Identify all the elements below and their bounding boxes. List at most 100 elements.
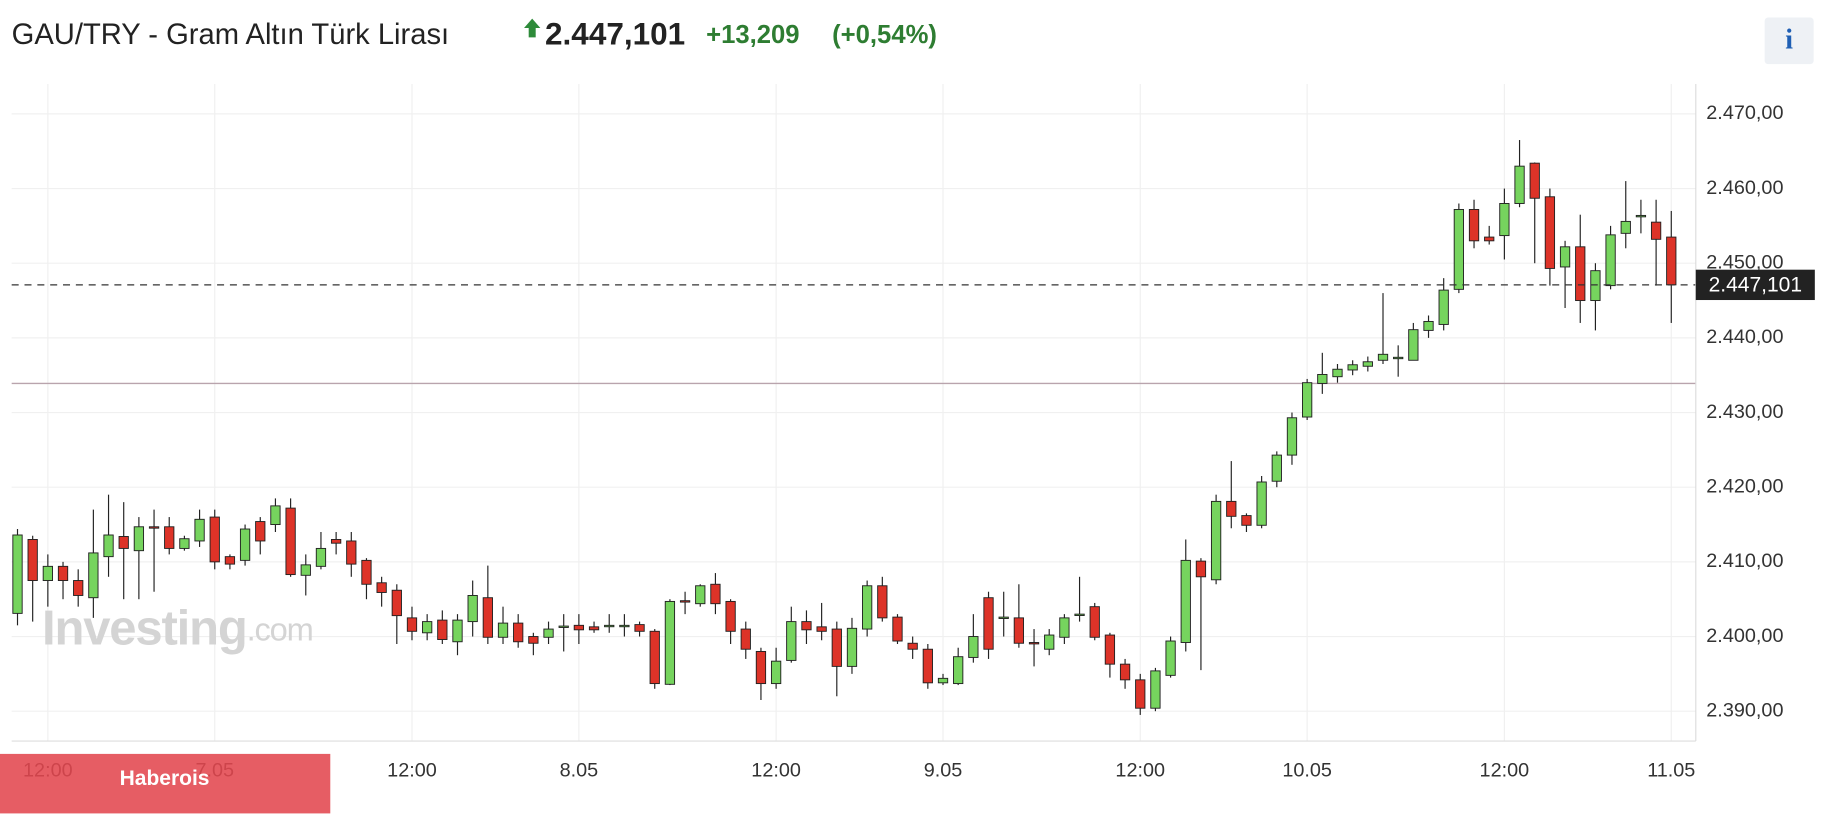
x-tick-label: 10.05	[1282, 760, 1332, 782]
y-tick-label: 2.460,00	[1706, 177, 1783, 199]
candle-body	[103, 534, 114, 558]
y-tick-label: 2.400,00	[1706, 625, 1783, 647]
candle-body	[1453, 208, 1464, 290]
candle-body	[588, 626, 600, 631]
candle-body	[1286, 417, 1298, 456]
y-tick-label: 2.420,00	[1706, 475, 1783, 497]
candle-body	[255, 521, 266, 542]
x-tick-label: 12:00	[1115, 760, 1165, 782]
candle-body	[1423, 320, 1434, 331]
candle-body	[133, 526, 145, 552]
banner: Haberois	[0, 753, 331, 814]
candle-body	[1059, 617, 1070, 638]
candle-body	[998, 616, 1009, 619]
candle-body	[755, 650, 767, 685]
candle-body	[164, 526, 175, 549]
candle-body	[664, 600, 676, 685]
y-tick-label: 2.450,00	[1706, 251, 1783, 273]
candle-body	[346, 540, 357, 565]
candle-body	[937, 677, 949, 684]
candle-body	[1317, 373, 1328, 384]
y-tick-label: 2.440,00	[1706, 326, 1783, 348]
candle-body	[1074, 613, 1085, 617]
banner-background	[0, 753, 331, 814]
candle-body	[877, 585, 888, 619]
candle-body	[786, 621, 797, 661]
candle-body	[846, 627, 858, 667]
candle-body	[376, 582, 387, 593]
candle-body	[1195, 560, 1207, 578]
candle-body	[740, 628, 751, 650]
candle-body	[953, 656, 964, 685]
candle-body	[361, 559, 372, 585]
chart-title: GAU/TRY - Gram Altın Türk Lirası	[12, 19, 449, 51]
candle-body	[725, 600, 736, 632]
candle-body	[1575, 246, 1586, 302]
x-tick-label: 8.05	[560, 760, 599, 782]
candle-body	[1408, 329, 1419, 361]
candle-body	[1347, 364, 1358, 371]
candle-body	[1468, 208, 1480, 242]
candle-body	[528, 636, 539, 644]
candle-body	[619, 624, 630, 628]
candle-body	[892, 616, 903, 642]
y-tick-label: 2.470,00	[1706, 102, 1783, 124]
candle-body	[1377, 353, 1389, 361]
info-button[interactable]	[1764, 17, 1814, 65]
candle-body	[224, 556, 236, 565]
candle-body	[1150, 670, 1161, 709]
candle-body	[1241, 515, 1252, 526]
candle-body	[1650, 221, 1662, 240]
x-tick-label: 11.05	[1647, 760, 1695, 782]
candle-body	[907, 642, 918, 650]
candle-body	[42, 565, 53, 582]
candle-body	[12, 534, 23, 614]
candle-body	[118, 536, 129, 549]
candle-body	[770, 660, 782, 685]
watermark: Investing.com	[42, 601, 313, 655]
candle-body	[801, 621, 812, 631]
candle-body	[573, 624, 585, 631]
candle-body	[1590, 270, 1601, 302]
candle-body	[1529, 162, 1540, 199]
candle-body	[1438, 289, 1449, 325]
candle-body	[406, 617, 418, 632]
candle-body	[1332, 368, 1343, 378]
candle-body	[437, 619, 448, 640]
candle-body	[1544, 196, 1556, 269]
price-change: +13,209	[706, 21, 799, 49]
candle-body	[1119, 663, 1131, 681]
candle-body	[543, 628, 554, 638]
y-tick-label: 2.390,00	[1706, 699, 1783, 721]
candle-body	[1620, 220, 1631, 234]
candle-body	[452, 619, 463, 643]
candle-body	[315, 547, 327, 567]
candle-body	[1666, 236, 1677, 286]
candle-body	[209, 516, 220, 563]
watermark-brand: Investing	[42, 601, 247, 655]
candle-body	[983, 597, 994, 650]
up-arrow-icon	[524, 18, 541, 38]
candle-body	[1089, 606, 1100, 638]
candle-body	[1135, 679, 1146, 709]
candle-body	[1165, 640, 1176, 676]
candle-body	[1559, 246, 1571, 268]
candle-body	[285, 507, 296, 576]
candle-body	[816, 626, 827, 632]
candle-body	[1514, 165, 1525, 204]
watermark-suffix: .com	[247, 610, 313, 647]
header: GAU/TRY - Gram Altın Türk Lirası 2.447,1…	[12, 16, 1814, 65]
candle-body	[179, 538, 190, 549]
x-tick-label: 9.05	[924, 760, 963, 782]
y-tick-label: 2.410,00	[1706, 550, 1783, 572]
candle-body	[1605, 234, 1616, 287]
info-icon[interactable]: i	[1785, 24, 1793, 55]
banner-text: Haberois	[120, 767, 210, 790]
candle-body	[695, 585, 706, 605]
candle-body	[391, 589, 402, 617]
candle-body	[1484, 236, 1495, 242]
candle-body	[1499, 203, 1510, 237]
candle-body	[467, 595, 478, 623]
candle-body	[73, 580, 84, 596]
